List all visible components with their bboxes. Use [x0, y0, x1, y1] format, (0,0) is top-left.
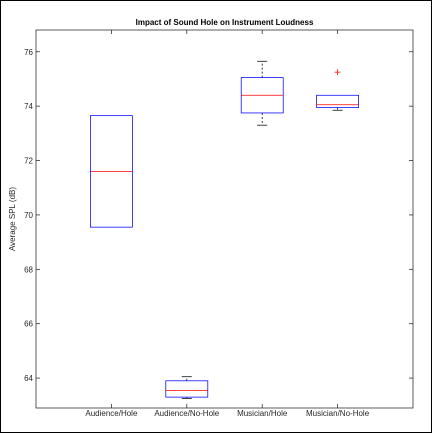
y-tick-label: 74	[24, 102, 33, 111]
y-tick-label: 76	[24, 48, 33, 57]
y-axis-label: Average SPL (dB)	[8, 187, 17, 251]
box-musician-no-hole	[316, 69, 359, 111]
plot-area	[35, 29, 414, 409]
box-audience-no-hole	[165, 376, 209, 399]
box-rect	[316, 94, 359, 108]
y-tick-label: 70	[24, 211, 33, 220]
box-rect	[165, 380, 209, 398]
x-tick-label: Musician/No-Hole	[306, 409, 370, 418]
y-tick-label: 72	[24, 157, 33, 166]
x-axis: Audience/Hole Audience/No-Hole Musician/Ho…	[85, 30, 370, 418]
x-tick-label: Audience/Hole	[85, 409, 138, 418]
y-tick-label: 66	[24, 320, 33, 329]
boxes-group	[90, 60, 359, 399]
box-audience-hole	[90, 115, 133, 228]
y-tick-label: 64	[24, 374, 33, 383]
y-tick-label: 68	[24, 265, 33, 274]
y-axis: 64 66 68 70 72 74 76	[24, 48, 413, 383]
x-tick-label: Musician/Hole	[237, 409, 288, 418]
chart-title: Impact of Sound Hole on Instrument Loudn…	[136, 18, 314, 27]
x-tick-label: Audience/No-Hole	[154, 409, 219, 418]
box-musician-hole	[240, 60, 284, 126]
